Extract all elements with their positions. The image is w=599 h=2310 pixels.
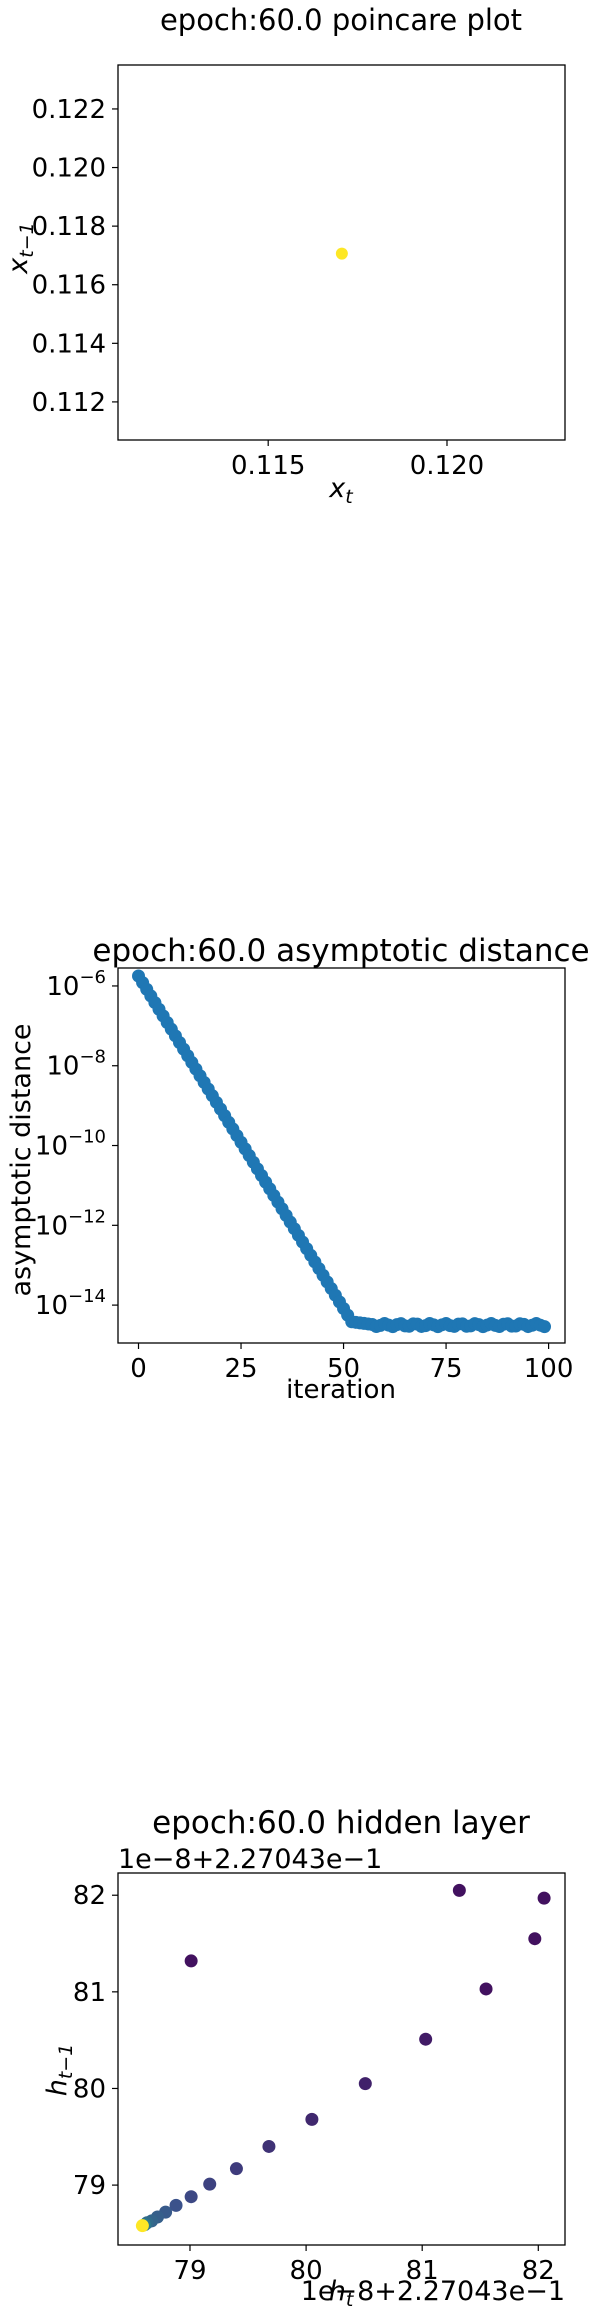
y-axis-label: ht−1 [42, 2044, 77, 2097]
data-point [419, 2032, 433, 2046]
poincare-plot-chart: epoch:60.0 poincare plot 0.115 0.120 0.112… [3, 3, 566, 508]
chart-title: epoch:60.0 hidden layer [152, 1805, 530, 1841]
x-tick-label: 81 [406, 2256, 439, 2286]
y-tick-label: 0.122 [32, 95, 106, 125]
data-point [184, 2190, 198, 2204]
chart-title: epoch:60.0 poincare plot [160, 3, 522, 37]
x-tick-label: 0.115 [231, 451, 305, 481]
x-tick-label: 79 [173, 2256, 206, 2286]
x-tick-label: 80 [290, 2256, 323, 2286]
x-tick-label: 82 [522, 2256, 555, 2286]
y-offset-text: 1e−8+2.27043e−1 [118, 1844, 382, 1875]
y-tick-label: 79 [73, 2171, 106, 2201]
y-tick-label: 0.120 [32, 154, 106, 184]
data-point [452, 1883, 466, 1897]
data-point [305, 2112, 319, 2126]
x-axis-label: xt [328, 473, 354, 508]
asymptotic-distance-chart: epoch:60.0 asymptotic distance 0 25 50 75 10… [6, 933, 590, 1405]
y-tick-label: 0.112 [32, 388, 106, 418]
y-tick-label: 80 [73, 2074, 106, 2104]
y-tick-label: 81 [73, 1978, 106, 2008]
data-point [229, 2162, 243, 2176]
data-point [262, 2139, 276, 2153]
y-tick-label: 0.114 [32, 329, 106, 359]
plot-area: 0.115 0.120 0.112 0.114 0.116 0.118 0.120 0.122 [32, 64, 566, 481]
y-tick-label: 10−8 [46, 1047, 106, 1082]
x-tick-label: 25 [224, 1354, 257, 1384]
chart-title: epoch:60.0 asymptotic distance [92, 933, 589, 969]
x-tick-label: 50 [327, 1354, 360, 1384]
axes-frame [117, 967, 566, 1344]
axes-frame [117, 1872, 566, 2246]
data-point [537, 1320, 551, 1334]
y-axis-label: asymptotic distance [6, 1023, 37, 1296]
x-tick-label: 0 [130, 1354, 147, 1384]
x-offset-text: 1e−8+2.27043e−1 [301, 2276, 565, 2307]
data-point [528, 1932, 542, 1946]
y-tick-label: 10−10 [35, 1127, 106, 1162]
data-point [537, 1891, 551, 1905]
data-point [169, 2198, 183, 2212]
y-tick-label: 82 [73, 1881, 106, 1911]
hidden-layer-chart: epoch:60.0 hidden layer 1e−8+2.27043e−1 … [42, 1805, 566, 2310]
y-tick-label: 0.118 [32, 212, 106, 242]
y-tick-label: 10−14 [35, 1286, 106, 1321]
x-tick-label: 75 [430, 1354, 463, 1384]
y-tick-label: 10−12 [35, 1206, 106, 1241]
y-tick-label: 0.116 [32, 271, 106, 301]
data-point [358, 2077, 372, 2091]
data-point [135, 2219, 149, 2233]
x-tick-label: 0.120 [410, 451, 484, 481]
y-axis-label: xt−1 [3, 222, 38, 274]
x-tick-label: 100 [524, 1354, 574, 1384]
y-tick-label: 10−6 [46, 967, 106, 1002]
axes-frame [117, 64, 566, 441]
data-point [203, 2177, 217, 2191]
x-axis-label: iteration [286, 1375, 396, 1405]
data-point [184, 1954, 198, 1968]
plot-area: 79 80 81 82 79 80 81 82 [73, 1872, 566, 2286]
plot-area: 0 25 50 75 100 10−14 10−12 10−10 10−8 10−6 [35, 967, 574, 1384]
data-point [479, 1982, 493, 1996]
data-point [335, 247, 348, 260]
